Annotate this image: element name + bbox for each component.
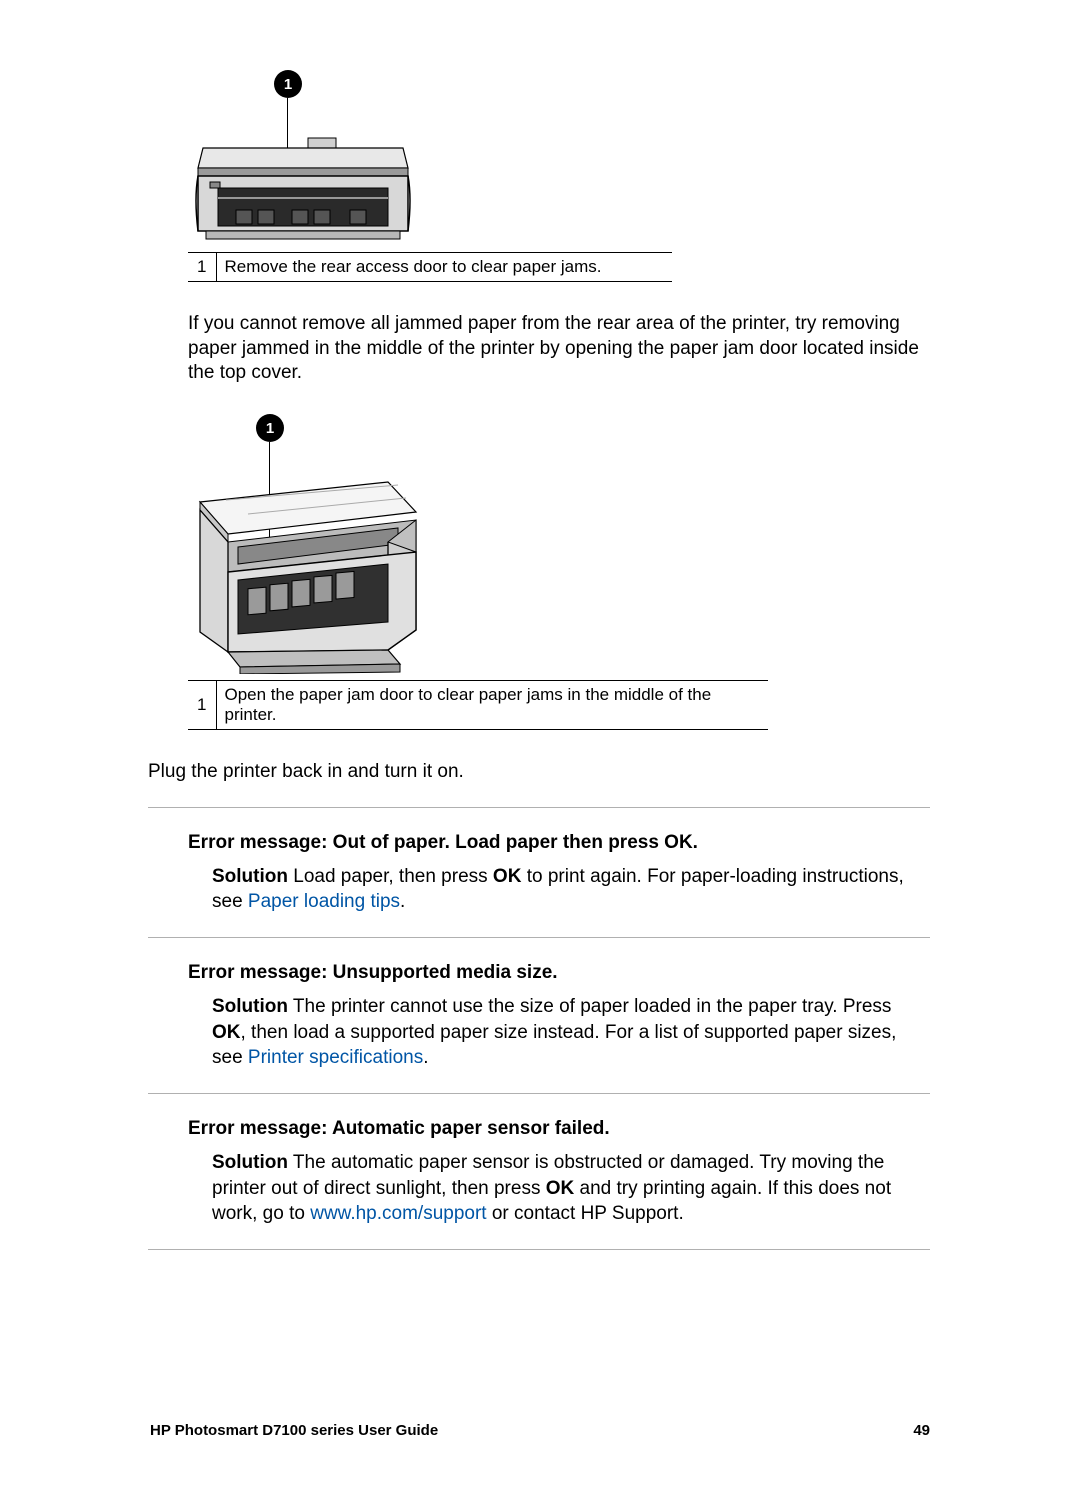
printer-open-svg [188, 414, 428, 674]
solution-text: . [400, 891, 405, 912]
solution-bold: OK [212, 1022, 241, 1043]
caption-table-1: 1 Remove the rear access door to clear p… [188, 252, 672, 282]
solution-bold: OK [493, 866, 522, 887]
solution-text: The printer cannot use the size of paper… [288, 996, 891, 1017]
paragraph-rear-jam: If you cannot remove all jammed paper fr… [188, 312, 930, 386]
solution-label: Solution [212, 996, 288, 1017]
link-hp-support[interactable]: www.hp.com/support [310, 1203, 486, 1224]
link-printer-specs[interactable]: Printer specifications [248, 1047, 423, 1068]
caption-text: Remove the rear access door to clear pap… [216, 253, 672, 282]
paragraph-plug-back: Plug the printer back in and turn it on. [148, 760, 930, 785]
solution-text: . [423, 1047, 428, 1068]
caption-num: 1 [188, 253, 216, 282]
figure-open-printer: 1 [188, 414, 930, 674]
page-footer: HP Photosmart D7100 series User Guide 49 [150, 1422, 930, 1439]
error-title: Error message: Unsupported media size. [188, 962, 930, 984]
printer-rear-svg [188, 70, 418, 246]
caption-table-2: 1 Open the paper jam door to clear paper… [188, 680, 768, 730]
error-out-of-paper: Error message: Out of paper. Load paper … [148, 807, 930, 937]
solution-text: or contact HP Support. [487, 1203, 684, 1224]
error-title: Error message: Out of paper. Load paper … [188, 832, 930, 854]
error-solution: Solution The printer cannot use the size… [188, 994, 930, 1071]
solution-text: Load paper, then press [288, 866, 493, 887]
link-paper-loading-tips[interactable]: Paper loading tips [248, 891, 400, 912]
error-sensor-failed: Error message: Automatic paper sensor fa… [148, 1093, 930, 1250]
error-title: Error message: Automatic paper sensor fa… [188, 1118, 930, 1140]
solution-label: Solution [212, 866, 288, 887]
solution-label: Solution [212, 1152, 288, 1173]
error-unsupported-media: Error message: Unsupported media size. S… [148, 937, 930, 1093]
solution-bold: OK [546, 1178, 575, 1199]
error-solution: Solution Load paper, then press OK to pr… [188, 864, 930, 915]
footer-page-number: 49 [913, 1422, 930, 1439]
caption-num: 1 [188, 681, 216, 730]
figure-rear-printer: 1 [188, 70, 930, 246]
error-solution: Solution The automatic paper sensor is o… [188, 1150, 930, 1227]
footer-title: HP Photosmart D7100 series User Guide [150, 1422, 438, 1439]
caption-text: Open the paper jam door to clear paper j… [216, 681, 768, 730]
